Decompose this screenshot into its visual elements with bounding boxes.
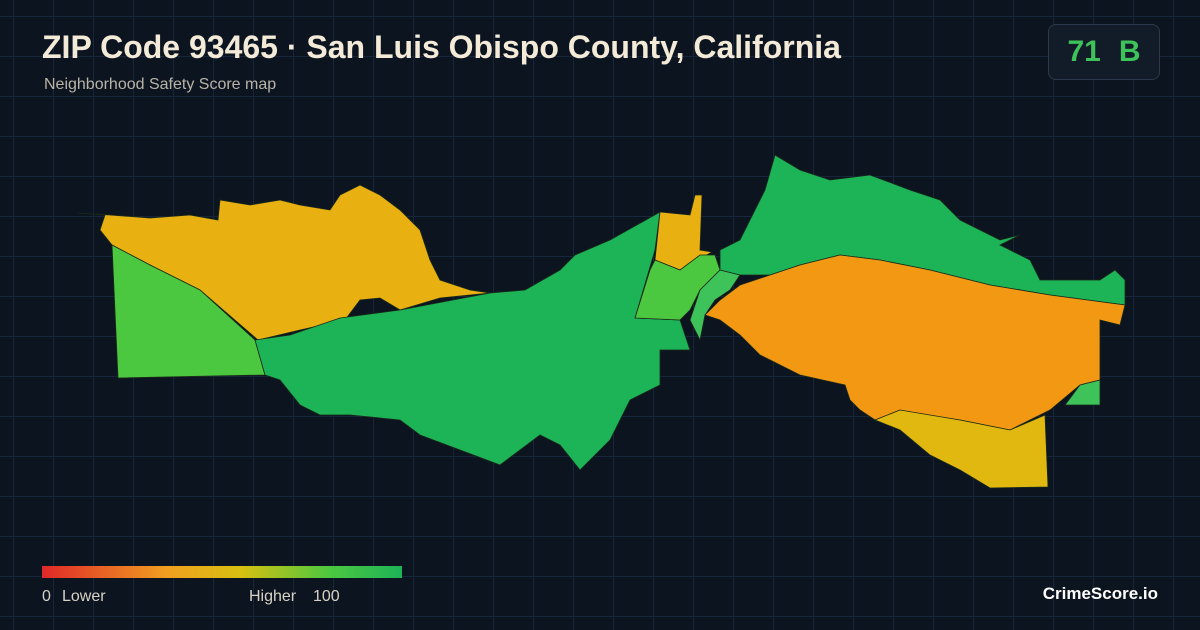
legend-min-label: Lower <box>62 588 106 605</box>
legend-max: 100 <box>313 588 340 605</box>
legend-min: 0 <box>42 588 51 605</box>
region <box>873 409 1049 489</box>
legend-gradient <box>42 566 402 578</box>
region <box>254 211 691 471</box>
subtitle: Neighborhood Safety Score map <box>44 76 277 93</box>
score-badge: 71 B <box>1048 24 1160 80</box>
region <box>1064 379 1101 406</box>
score-value: 71 <box>1067 35 1101 68</box>
title: ZIP Code 93465 · San Luis Obispo County,… <box>42 29 841 65</box>
legend-max-label: Higher <box>249 588 297 605</box>
score-grade: B <box>1118 35 1141 68</box>
brand: CrimeScore.io <box>1042 584 1158 603</box>
